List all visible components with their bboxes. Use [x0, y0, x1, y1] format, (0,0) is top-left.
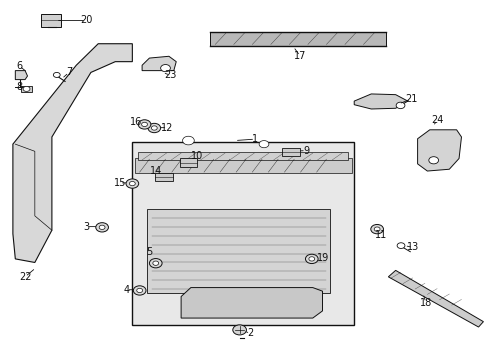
FancyBboxPatch shape — [135, 158, 351, 173]
Circle shape — [129, 181, 135, 186]
Circle shape — [182, 136, 194, 145]
Circle shape — [96, 223, 108, 232]
Circle shape — [137, 288, 142, 293]
Text: 21: 21 — [404, 94, 417, 104]
Text: 12: 12 — [161, 123, 173, 132]
Circle shape — [395, 102, 404, 109]
FancyBboxPatch shape — [155, 173, 172, 181]
Text: 13: 13 — [406, 242, 419, 252]
Circle shape — [133, 286, 146, 295]
Text: 11: 11 — [374, 230, 386, 240]
Circle shape — [53, 72, 60, 77]
Polygon shape — [142, 56, 176, 71]
Text: 20: 20 — [80, 15, 92, 26]
Text: 14: 14 — [149, 166, 162, 176]
Circle shape — [160, 64, 170, 72]
FancyBboxPatch shape — [21, 86, 32, 92]
Circle shape — [396, 243, 404, 248]
Text: 3: 3 — [83, 222, 89, 231]
Polygon shape — [181, 288, 322, 318]
Text: 2: 2 — [247, 328, 253, 338]
FancyBboxPatch shape — [282, 148, 299, 156]
Circle shape — [23, 86, 30, 91]
Circle shape — [138, 120, 151, 129]
Polygon shape — [15, 71, 27, 80]
FancyBboxPatch shape — [147, 209, 329, 293]
FancyBboxPatch shape — [41, 14, 61, 27]
Text: 5: 5 — [145, 247, 152, 257]
Circle shape — [153, 261, 158, 265]
Text: 9: 9 — [302, 145, 308, 156]
Text: 23: 23 — [164, 70, 176, 80]
Circle shape — [126, 179, 139, 188]
Circle shape — [308, 257, 314, 261]
Circle shape — [142, 122, 147, 127]
Text: 8: 8 — [16, 82, 22, 92]
Polygon shape — [13, 44, 132, 262]
FancyBboxPatch shape — [138, 152, 347, 160]
Text: 16: 16 — [130, 117, 142, 127]
Text: 10: 10 — [190, 151, 203, 161]
Circle shape — [373, 227, 379, 231]
Text: 7: 7 — [66, 67, 72, 77]
Circle shape — [99, 225, 105, 229]
Text: 17: 17 — [293, 51, 305, 61]
FancyBboxPatch shape — [210, 32, 385, 45]
Circle shape — [428, 157, 438, 164]
Text: 24: 24 — [430, 115, 443, 125]
Text: 15: 15 — [113, 178, 125, 188]
Text: 22: 22 — [19, 272, 31, 282]
Circle shape — [151, 126, 157, 130]
Circle shape — [148, 123, 160, 133]
Text: 6: 6 — [16, 61, 22, 71]
Polygon shape — [387, 270, 483, 327]
Text: 18: 18 — [419, 298, 431, 308]
Polygon shape — [417, 130, 461, 171]
Circle shape — [149, 258, 162, 268]
FancyBboxPatch shape — [179, 158, 197, 167]
Circle shape — [305, 254, 318, 264]
Circle shape — [232, 325, 246, 335]
Text: 19: 19 — [317, 253, 329, 263]
FancyBboxPatch shape — [132, 142, 353, 325]
Circle shape — [259, 140, 268, 148]
Text: 1: 1 — [252, 134, 258, 144]
Text: 4: 4 — [123, 285, 129, 295]
Circle shape — [370, 225, 383, 234]
Polygon shape — [353, 94, 407, 109]
